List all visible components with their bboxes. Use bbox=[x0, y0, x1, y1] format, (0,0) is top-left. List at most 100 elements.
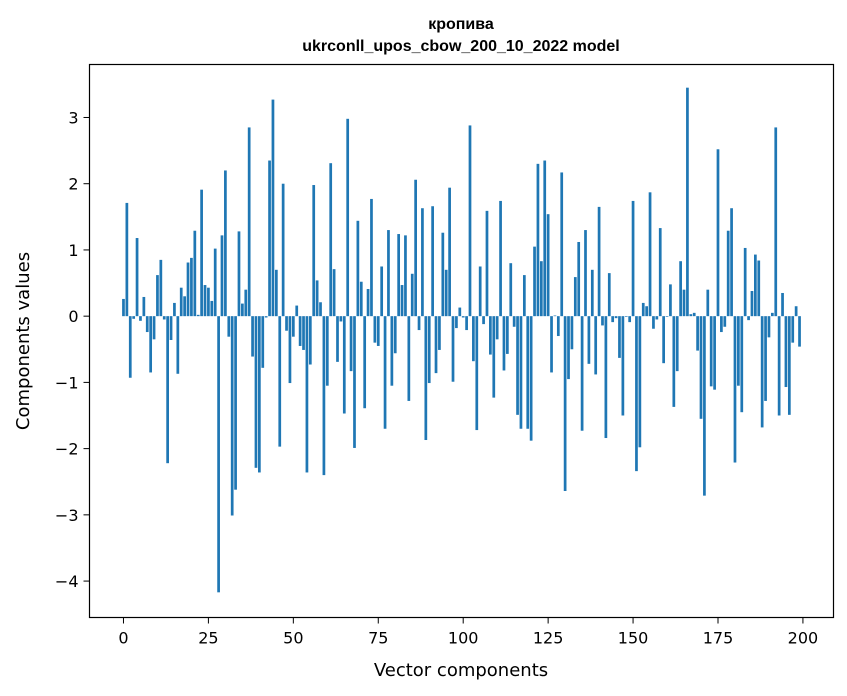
bar bbox=[261, 316, 265, 368]
bar bbox=[186, 262, 190, 317]
bar bbox=[550, 316, 553, 373]
bar bbox=[580, 316, 584, 431]
bar bbox=[621, 316, 625, 416]
bar bbox=[207, 287, 210, 317]
x-tick-label: 150 bbox=[618, 629, 649, 648]
bar bbox=[760, 316, 764, 428]
bar bbox=[570, 316, 574, 350]
bar bbox=[794, 306, 798, 317]
bar bbox=[631, 200, 635, 317]
bar bbox=[173, 302, 176, 317]
bar bbox=[743, 247, 747, 317]
bar bbox=[135, 238, 139, 317]
bar bbox=[478, 266, 482, 317]
y-tick-label: 2 bbox=[68, 175, 78, 194]
bar bbox=[611, 316, 615, 323]
bar bbox=[672, 316, 676, 407]
bar bbox=[553, 315, 557, 317]
bar bbox=[590, 269, 594, 317]
bar bbox=[784, 316, 788, 388]
bar bbox=[332, 269, 336, 317]
bar bbox=[730, 208, 733, 317]
bar bbox=[461, 316, 465, 318]
bar bbox=[132, 316, 136, 319]
bar bbox=[393, 316, 397, 354]
bar bbox=[492, 316, 496, 398]
bar bbox=[607, 273, 611, 317]
bar bbox=[733, 316, 737, 463]
bar bbox=[577, 241, 581, 317]
bar bbox=[373, 316, 377, 343]
x-tick-label: 100 bbox=[448, 629, 479, 648]
bar bbox=[179, 287, 183, 317]
bar bbox=[237, 231, 241, 317]
bar bbox=[383, 316, 387, 429]
bar bbox=[325, 316, 329, 386]
bar bbox=[149, 316, 153, 373]
bar bbox=[791, 316, 795, 343]
y-tick-label: 0 bbox=[68, 307, 78, 326]
bar bbox=[567, 316, 570, 380]
y-tick-label: −2 bbox=[55, 440, 79, 459]
bar bbox=[424, 316, 428, 441]
y-tick-label: 1 bbox=[68, 241, 78, 260]
bar bbox=[431, 206, 434, 317]
bar bbox=[122, 298, 125, 317]
bar bbox=[777, 316, 781, 416]
x-tick-label: 125 bbox=[533, 629, 564, 648]
bar bbox=[339, 316, 343, 322]
bar bbox=[618, 316, 621, 358]
bar bbox=[298, 316, 302, 346]
bar bbox=[322, 316, 326, 476]
bar bbox=[529, 316, 533, 441]
bar bbox=[244, 289, 248, 317]
bar bbox=[312, 185, 316, 317]
bar bbox=[692, 312, 696, 317]
bar bbox=[675, 316, 679, 372]
bars-layer bbox=[122, 87, 801, 593]
bar bbox=[152, 316, 156, 340]
x-tick-label: 75 bbox=[368, 629, 388, 648]
bar bbox=[601, 316, 604, 326]
bar bbox=[747, 316, 750, 321]
bar bbox=[203, 285, 207, 317]
chart-title: кропива bbox=[428, 16, 494, 33]
bar bbox=[774, 127, 778, 317]
bar bbox=[139, 316, 142, 321]
bar bbox=[190, 257, 193, 317]
bar bbox=[645, 306, 649, 317]
bar bbox=[472, 316, 475, 362]
bar bbox=[315, 280, 319, 317]
bar bbox=[342, 316, 346, 414]
bar bbox=[519, 316, 523, 429]
bar bbox=[512, 316, 516, 327]
bar bbox=[485, 210, 489, 317]
bar bbox=[227, 316, 231, 337]
bar bbox=[366, 289, 370, 317]
bar bbox=[533, 246, 536, 317]
bar bbox=[539, 261, 543, 317]
bar bbox=[502, 316, 506, 371]
y-tick-label: 3 bbox=[68, 108, 78, 127]
bar bbox=[162, 316, 166, 320]
bar bbox=[176, 316, 180, 374]
bar bbox=[638, 316, 642, 448]
bar bbox=[628, 316, 632, 323]
bar bbox=[468, 125, 472, 317]
bar bbox=[798, 316, 801, 347]
axes-layer: 0 25 50 75 100 125 150 175 200 −4 −3 −2 −1 0 1 2 3 bbox=[55, 108, 818, 647]
bar bbox=[482, 316, 485, 325]
chart-subtitle: ukrconll_upos_cbow_200_10_2022 model bbox=[302, 38, 619, 55]
bar bbox=[258, 316, 261, 473]
y-tick-label: −3 bbox=[55, 506, 79, 525]
bar bbox=[230, 316, 234, 516]
bar bbox=[465, 316, 468, 331]
x-axis-label: Vector components bbox=[374, 660, 548, 681]
bar bbox=[200, 189, 203, 317]
y-tick-label: −4 bbox=[55, 572, 79, 591]
bar bbox=[156, 275, 159, 317]
bar bbox=[713, 316, 716, 390]
bar bbox=[699, 316, 703, 419]
bar bbox=[210, 300, 214, 317]
bar bbox=[584, 230, 587, 317]
